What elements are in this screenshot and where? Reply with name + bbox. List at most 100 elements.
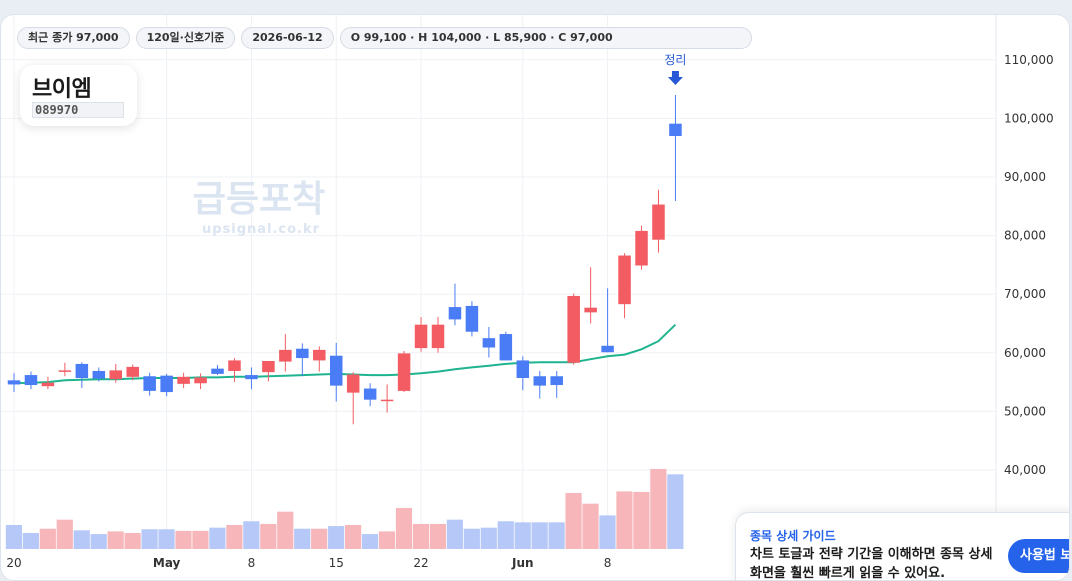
candle-body <box>211 368 224 374</box>
volume-bar <box>73 530 90 549</box>
watermark-title: 급등포착 <box>193 179 325 220</box>
candle-body <box>245 375 258 380</box>
candle-body <box>228 360 241 371</box>
candle-body <box>499 334 513 361</box>
volume-bar <box>5 525 23 549</box>
watermark-url: upsignal.co.kr <box>202 222 320 237</box>
y-tick-label: 50,000 <box>1004 404 1046 418</box>
y-tick-label: 80,000 <box>1004 229 1046 243</box>
y-tick-label: 90,000 <box>1004 170 1046 184</box>
volume-bar <box>175 530 192 549</box>
guide-button[interactable]: 사용법 보기 <box>1008 539 1069 573</box>
candle-body <box>329 355 343 386</box>
period-pill[interactable]: 120일·신호기준 <box>135 27 236 49</box>
signal-label: 정리 <box>664 53 686 67</box>
info-bar: 최근 종가 97,000 120일·신호기준 2026-06-12 O 99,1… <box>17 27 752 49</box>
stock-card: 브이엠 089970 <box>20 65 137 126</box>
candle-body <box>550 376 563 386</box>
volume-bar <box>582 503 599 549</box>
signal-arrow-icon <box>667 70 683 85</box>
volume-bar <box>429 523 446 549</box>
volume-bar <box>497 521 514 549</box>
volume-bar <box>463 528 480 549</box>
candle-body <box>635 230 648 266</box>
candle-body <box>75 363 89 378</box>
candle-body <box>448 307 462 320</box>
candle-body <box>584 307 597 313</box>
y-tick-label: 100,000 <box>1004 111 1054 125</box>
chart-frame: 40,000 50,000 60,000 70,000 80,000 90,000 100,… <box>0 14 1070 581</box>
candle-body <box>465 305 479 332</box>
candle-body <box>109 370 123 380</box>
volume-bar <box>39 528 56 549</box>
candle-body <box>92 370 106 379</box>
volume-bar <box>90 534 107 549</box>
candle-body <box>177 376 190 384</box>
candle-body <box>194 377 207 384</box>
volume-bar <box>56 519 73 549</box>
candle-body <box>262 361 275 373</box>
candle-body <box>482 338 496 348</box>
volume-bar <box>395 507 413 549</box>
volume-bar <box>531 522 548 549</box>
moving-average-line <box>13 323 677 385</box>
y-tick-label: 70,000 <box>1004 287 1046 301</box>
x-tick-label: 8 <box>604 556 612 570</box>
candle-body <box>296 348 309 359</box>
candle-body <box>346 374 360 393</box>
candle-body <box>41 382 55 387</box>
volume-bar <box>616 491 633 549</box>
candle-body <box>143 376 156 391</box>
stock-code: 089970 <box>32 102 124 118</box>
candle-body <box>618 255 631 305</box>
volume-bar <box>243 521 260 549</box>
candle-body <box>380 399 394 402</box>
candle-body <box>7 380 21 385</box>
candle-body <box>567 295 580 363</box>
volume-bar <box>633 491 650 549</box>
volume-bar <box>22 533 39 549</box>
volume-bar <box>192 530 209 549</box>
candle-body <box>160 375 173 393</box>
volume-bar <box>514 522 531 549</box>
volume-bar <box>277 511 294 549</box>
ohlc-pill: O 99,100 · H 104,000 · L 85,900 · C 97,0… <box>339 27 752 49</box>
volume-bar <box>548 522 565 549</box>
candle-body <box>363 388 377 400</box>
stock-name: 브이엠 <box>32 77 92 102</box>
x-tick-label: 15 <box>329 556 344 570</box>
y-tick-label: 110,000 <box>1004 53 1054 67</box>
volume-bar <box>260 523 277 549</box>
volume-bar <box>446 519 463 549</box>
price-chart[interactable]: 40,000 50,000 60,000 70,000 80,000 90,000 100,… <box>1 15 1069 580</box>
candle-body <box>652 204 665 240</box>
volume-bar <box>311 528 328 549</box>
candle-body <box>126 366 139 377</box>
volume-bar <box>412 523 430 549</box>
volume-bar <box>650 469 667 549</box>
volume-bar <box>294 528 311 549</box>
volume-bar <box>226 525 243 549</box>
y-tick-label: 60,000 <box>1004 346 1046 360</box>
last-close-pill: 최근 종가 97,000 <box>17 27 130 49</box>
candle-body <box>414 324 428 349</box>
guide-card: 종목 상세 가이드 차트 토글과 전략 기간을 이해하면 종목 상세 화면을 훨… <box>735 512 1069 581</box>
candle-body <box>669 123 682 136</box>
x-tick-label: 20 <box>6 556 21 570</box>
guide-body: 차트 토글과 전략 기간을 이해하면 종목 상세 화면을 훨씬 빠르게 읽을 수… <box>750 547 993 581</box>
volume-bar <box>378 531 396 549</box>
candle-body <box>516 360 530 378</box>
candle-body <box>58 370 72 372</box>
x-tick-label: 22 <box>413 556 428 570</box>
volume-bar <box>599 515 616 549</box>
candle-body <box>279 349 292 362</box>
volume-bar <box>107 531 124 549</box>
x-tick-label: Jun <box>511 556 534 570</box>
volume-bar <box>209 527 226 549</box>
volume-bar <box>565 493 582 549</box>
candle-body <box>24 375 38 386</box>
y-tick-label: 40,000 <box>1004 463 1046 477</box>
volume-bar <box>361 534 379 549</box>
candle-body <box>431 324 445 349</box>
volume-bar <box>158 529 175 549</box>
